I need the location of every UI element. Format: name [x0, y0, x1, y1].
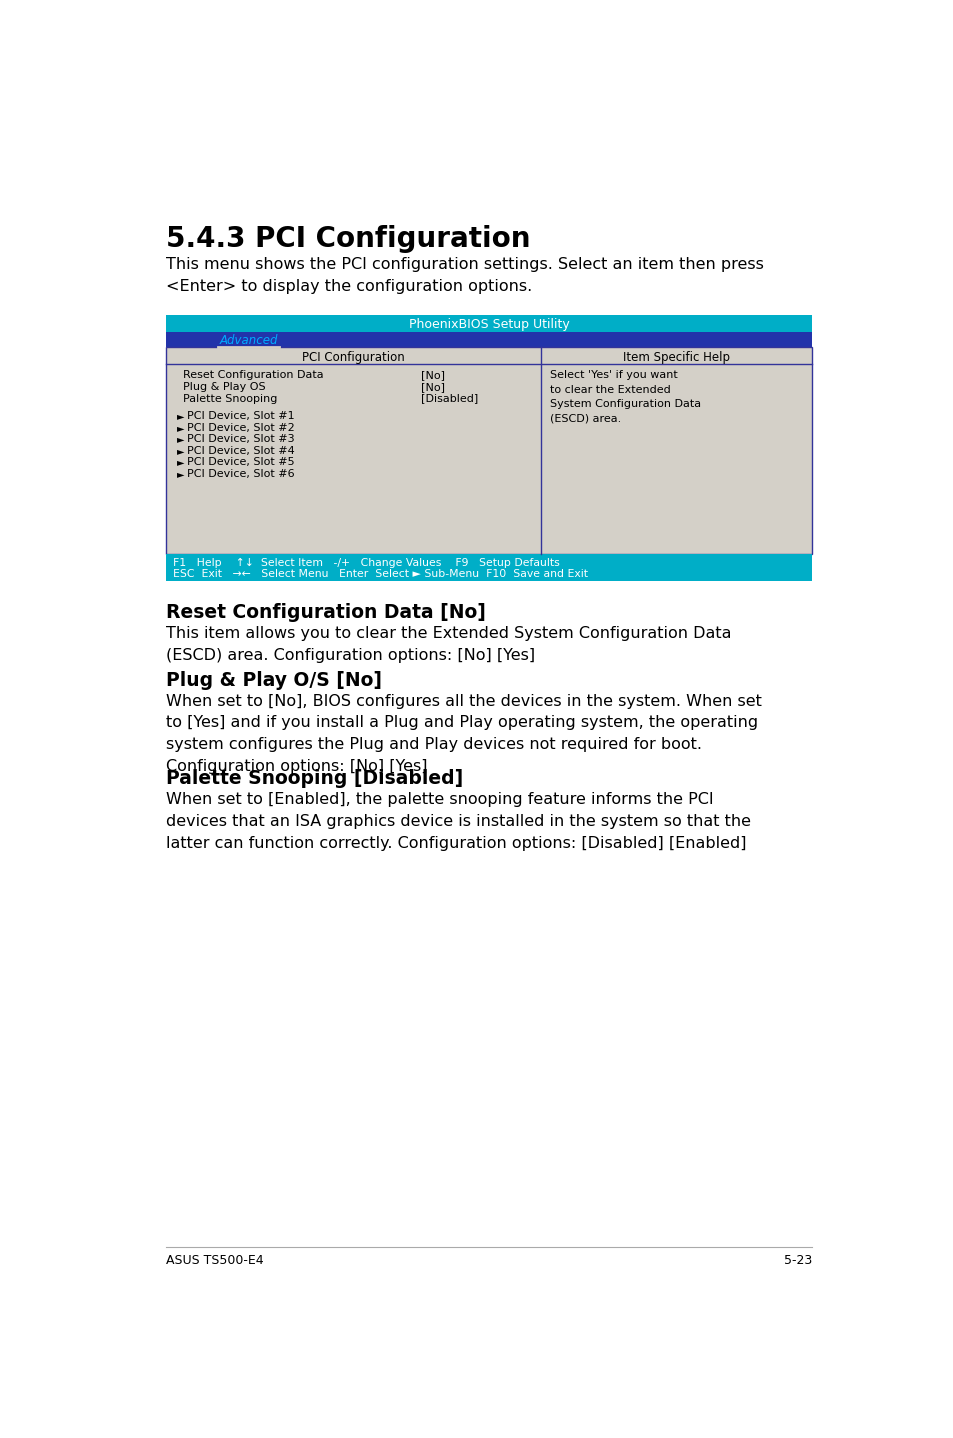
- Text: ►: ►: [176, 411, 184, 421]
- Text: ►: ►: [176, 469, 184, 479]
- Text: ESC  Exit   →←   Select Menu   Enter  Select ► Sub-Menu  F10  Save and Exit: ESC Exit →← Select Menu Enter Select ► S…: [173, 569, 588, 580]
- Text: [No]: [No]: [421, 371, 445, 381]
- Text: Palette Snooping: Palette Snooping: [183, 394, 277, 404]
- Text: PCI Device, Slot #6: PCI Device, Slot #6: [187, 469, 294, 479]
- Text: PCI Configuration: PCI Configuration: [301, 351, 404, 364]
- Text: 5-23: 5-23: [783, 1254, 811, 1267]
- Text: Select 'Yes' if you want
to clear the Extended
System Configuration Data
(ESCD) : Select 'Yes' if you want to clear the Ex…: [550, 371, 700, 424]
- Text: [No]: [No]: [421, 383, 445, 393]
- Text: PhoenixBIOS Setup Utility: PhoenixBIOS Setup Utility: [408, 318, 569, 331]
- Text: PCI Device, Slot #4: PCI Device, Slot #4: [187, 446, 294, 456]
- Text: ►: ►: [176, 434, 184, 444]
- Text: When set to [Enabled], the palette snooping feature informs the PCI
devices that: When set to [Enabled], the palette snoop…: [166, 792, 750, 851]
- Text: PCI Device, Slot #5: PCI Device, Slot #5: [187, 457, 294, 467]
- Bar: [166, 332, 811, 348]
- Text: PCI Device, Slot #3: PCI Device, Slot #3: [187, 434, 294, 444]
- Text: ASUS TS500-E4: ASUS TS500-E4: [166, 1254, 263, 1267]
- Bar: [166, 348, 811, 554]
- Text: This menu shows the PCI configuration settings. Select an item then press
<Enter: This menu shows the PCI configuration se…: [166, 257, 762, 293]
- Text: PCI Device, Slot #1: PCI Device, Slot #1: [187, 411, 294, 421]
- Text: [Disabled]: [Disabled]: [421, 394, 478, 404]
- Text: This item allows you to clear the Extended System Configuration Data
(ESCD) area: This item allows you to clear the Extend…: [166, 626, 731, 663]
- Text: F1   Help    ↑↓  Select Item   -/+   Change Values    F9   Setup Defaults: F1 Help ↑↓ Select Item -/+ Change Values…: [173, 558, 559, 568]
- Text: PCI Device, Slot #2: PCI Device, Slot #2: [187, 423, 294, 433]
- Bar: [166, 315, 811, 332]
- Text: ►: ►: [176, 423, 184, 433]
- Text: Reset Configuration Data: Reset Configuration Data: [183, 371, 323, 381]
- Text: Item Specific Help: Item Specific Help: [622, 351, 729, 364]
- Text: ►: ►: [176, 457, 184, 467]
- Text: Palette Snooping [Disabled]: Palette Snooping [Disabled]: [166, 769, 462, 788]
- Bar: [166, 554, 811, 581]
- Text: 5.4.3 PCI Configuration: 5.4.3 PCI Configuration: [166, 224, 530, 253]
- Text: When set to [No], BIOS configures all the devices in the system. When set
to [Ye: When set to [No], BIOS configures all th…: [166, 695, 760, 774]
- Text: Reset Configuration Data [No]: Reset Configuration Data [No]: [166, 603, 485, 623]
- Text: Plug & Play OS: Plug & Play OS: [183, 383, 265, 393]
- Text: ►: ►: [176, 446, 184, 456]
- Text: Advanced: Advanced: [219, 334, 277, 347]
- Text: Plug & Play O/S [No]: Plug & Play O/S [No]: [166, 670, 381, 690]
